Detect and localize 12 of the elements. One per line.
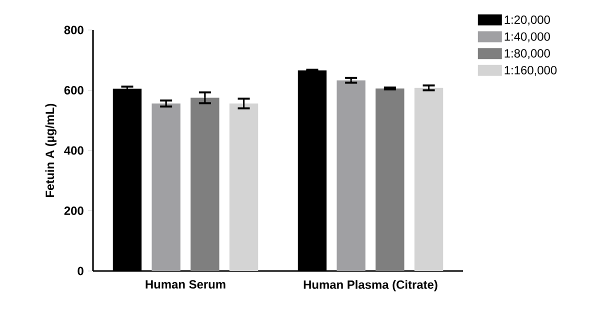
y-tick-label: 600: [64, 86, 84, 94]
y-tick-label: 400: [64, 146, 84, 155]
y-tick-label: 200: [64, 206, 84, 215]
y-tick-label: 0: [78, 266, 84, 276]
y-axis-title: Fetuin A (µg/mL): [45, 104, 56, 197]
legend-label: 1:80,000: [504, 49, 550, 60]
x-tick-label: Human Serum: [146, 280, 226, 289]
y-tick-label: 800: [64, 26, 84, 34]
legend-label: 1:40,000: [504, 32, 550, 42]
legend-label: 1:160,000: [504, 66, 557, 76]
legend-label: 1:20,000: [504, 16, 550, 26]
x-tick-label: Human Plasma (Citrate): [304, 280, 438, 292]
